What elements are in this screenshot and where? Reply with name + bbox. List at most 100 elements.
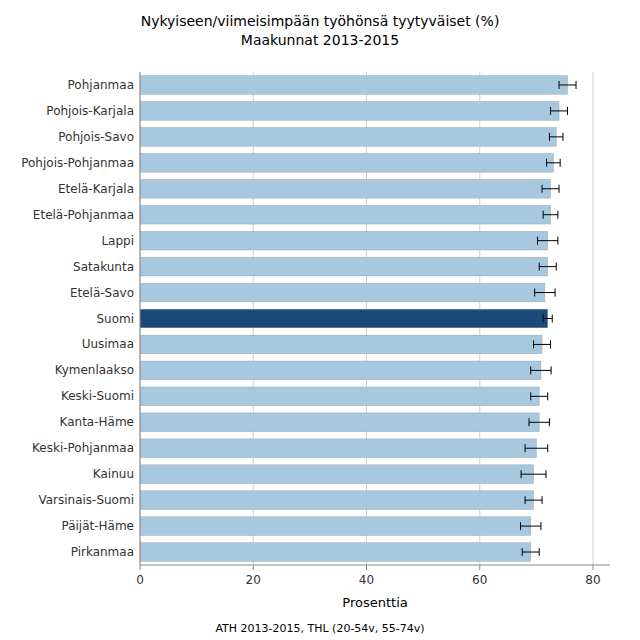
error-bar-line <box>531 396 548 397</box>
error-bar-cap <box>530 366 531 374</box>
error-bar-cap <box>542 185 543 193</box>
error-bar-cap <box>534 289 535 297</box>
y-tick-label: Kainuu <box>93 467 134 481</box>
error-bar-cap <box>549 418 550 426</box>
error-bar-line <box>559 84 576 85</box>
error-bar-line <box>542 188 559 189</box>
x-axis-line <box>140 565 610 566</box>
error-bar <box>525 496 542 504</box>
error-bar-line <box>535 292 555 293</box>
bar <box>140 179 551 198</box>
y-tick-label: Keski-Pohjanmaa <box>32 441 134 455</box>
error-bar <box>559 81 576 89</box>
bar <box>140 205 551 224</box>
error-bar <box>521 470 546 478</box>
y-tick-label: Etelä-Karjala <box>58 182 134 196</box>
y-tick-label: Lappi <box>101 234 134 248</box>
error-bar-cap <box>557 211 558 219</box>
bar <box>140 517 531 536</box>
error-bar-line <box>529 422 549 423</box>
error-bar-line <box>531 370 551 371</box>
error-bar-cap <box>552 315 553 323</box>
chart-container: 020406080PohjanmaaPohjois-KarjalaPohjois… <box>0 0 640 640</box>
error-bar-cap <box>529 418 530 426</box>
error-bar-line <box>539 266 556 267</box>
y-axis-line <box>140 72 141 565</box>
y-tick-label: Päijät-Häme <box>61 519 134 533</box>
y-tick-label: Pohjois-Savo <box>58 130 134 144</box>
page: {"chart_data": {"type": "bar", "orientat… <box>0 0 640 640</box>
y-tick-label: Pohjois-Pohjanmaa <box>21 156 134 170</box>
error-bar-cap <box>546 470 547 478</box>
title-line: Maakunnat 2013-2015 <box>241 32 399 48</box>
bar <box>140 283 545 302</box>
error-bar-cap <box>546 159 547 167</box>
bar <box>140 465 534 484</box>
error-bar-cap <box>557 237 558 245</box>
bar <box>140 309 548 328</box>
error-bar-cap <box>550 340 551 348</box>
error-bar-line <box>543 214 558 215</box>
bars <box>140 76 576 562</box>
error-bar-cap <box>550 107 551 115</box>
error-bar-line <box>521 526 541 527</box>
error-bar <box>543 211 558 219</box>
error-bar <box>531 366 551 374</box>
bar <box>140 491 534 510</box>
error-bar <box>551 107 568 115</box>
error-bar-cap <box>521 470 522 478</box>
bar <box>140 257 548 276</box>
bar <box>140 335 542 354</box>
error-bar-line <box>549 136 563 137</box>
error-bar <box>539 263 556 271</box>
y-tick-label: Etelä-Savo <box>70 286 134 300</box>
grid-line <box>593 72 594 565</box>
x-tick-label: 40 <box>359 573 374 587</box>
grid-line <box>140 72 141 565</box>
x-axis: 020406080 <box>136 565 610 587</box>
error-bar-cap <box>560 159 561 167</box>
error-bar-cap <box>522 548 523 556</box>
error-bar-cap <box>520 522 521 530</box>
error-bar <box>522 548 539 556</box>
error-bar-cap <box>537 237 538 245</box>
x-tick-label: 20 <box>246 573 261 587</box>
x-tick <box>479 565 480 570</box>
error-bar <box>521 522 541 530</box>
title-line: Nykyiseen/viimeisimpään työhönsä tyytyvä… <box>141 13 500 29</box>
error-bar-line <box>525 448 548 449</box>
x-tick <box>140 565 141 570</box>
error-bar <box>542 185 559 193</box>
title: Nykyiseen/viimeisimpään työhönsä tyytyvä… <box>141 13 500 48</box>
error-bar-cap <box>533 340 534 348</box>
bar <box>140 102 559 121</box>
error-bar-line <box>547 162 561 163</box>
x-tick-label: 80 <box>585 573 600 587</box>
error-bar-cap <box>525 496 526 504</box>
error-bar-cap <box>567 107 568 115</box>
error-bar-line <box>522 552 539 553</box>
error-bar-line <box>551 110 568 111</box>
bar <box>140 128 556 147</box>
error-bar-cap <box>539 263 540 271</box>
error-bar <box>525 444 548 452</box>
y-tick-label: Kymenlaakso <box>55 363 134 377</box>
error-bar <box>529 418 549 426</box>
error-bar-cap <box>530 392 531 400</box>
bar <box>140 231 548 250</box>
error-bar-cap <box>525 444 526 452</box>
error-bar-cap <box>549 133 550 141</box>
error-bar-line <box>521 474 546 475</box>
y-tick-label: Kanta-Häme <box>60 415 134 429</box>
y-tick-label: Suomi <box>96 312 134 326</box>
y-tick-label: Varsinais-Suomi <box>38 493 134 507</box>
error-bar <box>534 340 551 348</box>
error-bar-cap <box>543 315 544 323</box>
y-tick-label: Satakunta <box>73 260 134 274</box>
error-bar <box>531 392 548 400</box>
bar <box>140 543 531 562</box>
error-bar <box>547 159 561 167</box>
error-bar-cap <box>563 133 564 141</box>
error-bar-cap <box>542 496 543 504</box>
x-tick-label: 0 <box>136 573 144 587</box>
